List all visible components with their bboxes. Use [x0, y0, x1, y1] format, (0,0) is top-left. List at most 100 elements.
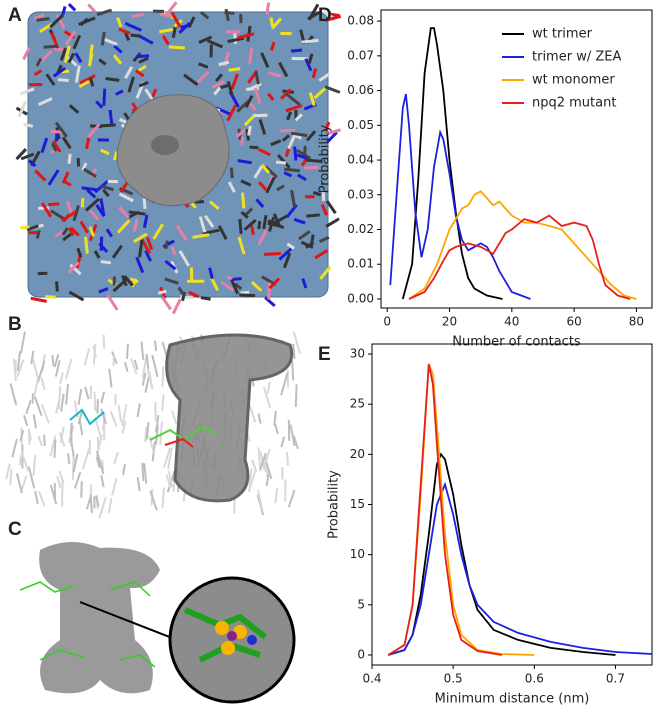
lipid: [36, 17, 50, 22]
lipid: [45, 73, 56, 86]
lipid: [22, 47, 31, 61]
y-tick-label: 0.02: [347, 222, 374, 236]
lipid: [53, 439, 57, 458]
lipid: [124, 66, 134, 80]
lipid: [116, 17, 123, 28]
lipid: [286, 111, 293, 121]
y-tick-label: 0.08: [347, 14, 374, 28]
lipid: [144, 426, 148, 443]
lipid: [100, 475, 105, 488]
lipid: [256, 489, 264, 511]
lipid: [178, 250, 191, 267]
lipid: [121, 420, 127, 434]
lipid: [89, 494, 93, 514]
lipid: [106, 294, 119, 311]
lipid: [217, 225, 228, 240]
lipid: [313, 87, 327, 100]
lipid: [170, 246, 177, 256]
lipid: [63, 45, 71, 63]
x-axis-label: Minimum distance (nm): [435, 692, 590, 707]
lipid: [149, 490, 158, 511]
y-tick-label: 5: [357, 597, 365, 611]
lipid: [27, 159, 37, 168]
lipid: [259, 452, 267, 470]
series-line: [387, 452, 616, 656]
lipid: [260, 163, 271, 174]
lipid: [43, 44, 58, 49]
x-tick-label: 0.6: [525, 672, 544, 686]
lipid: [83, 167, 97, 178]
lipid: [244, 207, 254, 217]
lipid: [290, 48, 303, 53]
lipid: [52, 140, 62, 153]
lipid: [83, 236, 89, 254]
lipid: [329, 12, 340, 18]
lipid: [95, 456, 101, 468]
lipid: [220, 281, 235, 292]
lipid: [177, 286, 187, 298]
lipid: [209, 277, 219, 291]
lipid: [285, 103, 303, 113]
lipid: [265, 2, 271, 15]
lipid: [161, 394, 165, 412]
lipid: [167, 447, 174, 470]
lipid: [84, 386, 90, 400]
y-axis-label: Probability: [318, 124, 333, 193]
lipid: [255, 198, 265, 209]
lipid: [292, 331, 301, 354]
panel-label: A: [8, 5, 22, 26]
lipid: [58, 470, 65, 484]
lipid: [48, 202, 60, 207]
lipid: [159, 12, 173, 18]
lipid: [34, 169, 47, 182]
lipid: [53, 47, 70, 52]
lipid: [40, 137, 49, 154]
lipid: [237, 159, 252, 165]
lipid: [154, 340, 158, 352]
lipid: [33, 379, 39, 396]
lipid: [34, 490, 39, 505]
lipid: [88, 226, 95, 237]
lipid: [86, 496, 92, 510]
lipid: [206, 39, 223, 49]
lipid: [241, 192, 246, 209]
lipid: [67, 261, 80, 274]
lipid: [102, 88, 107, 106]
lipid: [61, 136, 72, 150]
lipid: [250, 281, 263, 292]
lipid: [127, 76, 135, 93]
lipid: [18, 450, 24, 466]
lipid: [100, 184, 114, 192]
lipid: [308, 92, 316, 107]
lipid: [227, 36, 245, 43]
lipid: [271, 214, 288, 226]
lipid: [112, 151, 119, 161]
lipid: [267, 282, 272, 300]
lipid: [30, 350, 35, 365]
series-line: [389, 93, 531, 300]
lipid: [248, 403, 257, 423]
lipid: [83, 348, 91, 366]
lipid: [60, 393, 65, 412]
lipid: [260, 52, 270, 69]
lipid: [136, 476, 141, 492]
lipid: [265, 176, 276, 194]
lipid: [43, 434, 46, 446]
y-tick-label: 0: [357, 647, 365, 661]
lipid: [81, 162, 88, 172]
lipid: [208, 267, 214, 280]
lipid: [232, 277, 242, 281]
lipid: [254, 71, 260, 85]
lipid: [164, 259, 177, 271]
panel-label: B: [8, 314, 22, 335]
lipid: [325, 217, 340, 228]
lipid: [161, 366, 165, 387]
lipid: [274, 423, 279, 435]
lipid: [267, 221, 283, 229]
lipid: [281, 134, 290, 142]
lipid: [107, 497, 113, 514]
lipid: [141, 462, 145, 482]
lipid: [161, 487, 165, 509]
lipid: [292, 435, 299, 450]
